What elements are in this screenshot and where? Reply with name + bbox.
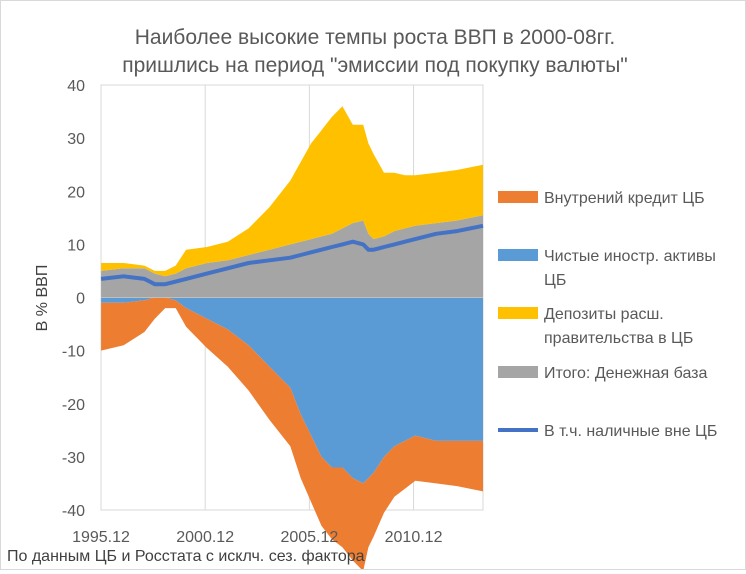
legend-item: Итого: Денежная база — [498, 365, 708, 382]
area-domestic-credit — [101, 297, 483, 572]
legend-swatch — [498, 191, 538, 203]
y-axis-label: В % ВВП — [34, 265, 51, 332]
legend-item: Чистые иностр. активы ЦБ — [498, 248, 716, 289]
area-net-foreign-assets — [101, 297, 483, 484]
y-tick-label: 0 — [76, 291, 85, 308]
y-tick-label: -40 — [62, 503, 85, 520]
y-tick-label: -30 — [62, 450, 85, 467]
legend-swatch — [498, 366, 538, 378]
plot-areas — [101, 106, 483, 572]
legend-swatch — [498, 307, 538, 319]
chart-title-line-2: пришлись на период "эмиссии под покупку … — [122, 54, 628, 77]
legend-item: В т.ч. наличные вне ЦБ — [498, 423, 717, 440]
x-tick-label: 2000.12 — [176, 529, 234, 546]
chart-title: Наиболее высокие темпы роста ВВП в 2000-… — [122, 26, 628, 77]
legend-swatch — [498, 249, 538, 261]
x-tick-label: 2005.12 — [280, 529, 338, 546]
legend-item: Депозиты расш. правительства в ЦБ — [498, 306, 693, 347]
legend-label: В т.ч. наличные вне ЦБ — [544, 423, 717, 440]
legend-label: Депозиты расш. — [544, 306, 664, 323]
y-tick-label: -20 — [62, 397, 85, 414]
y-tick-label: -10 — [62, 344, 85, 361]
y-tick-label: 10 — [67, 237, 85, 254]
legend-item: Внутрений кредит ЦБ — [498, 190, 705, 207]
legend-label: Итого: Денежная база — [544, 365, 708, 382]
y-tick-label: 20 — [67, 184, 85, 201]
axes: 40 30 20 10 0 -10 -20 -30 -40 1995.12 2000.12 2005.… — [62, 78, 483, 546]
y-tick-label: 30 — [67, 131, 85, 148]
legend-label: правительства в ЦБ — [544, 330, 693, 347]
legend-label: ЦБ — [544, 272, 566, 289]
footnote: По данным ЦБ и Росстата с исклч. сез. фа… — [7, 548, 365, 565]
legend-label: Чистые иностр. активы — [544, 248, 716, 265]
x-tick-label: 1995.12 — [72, 529, 130, 546]
y-tick-label: 40 — [67, 78, 85, 95]
legend-label: Внутрений кредит ЦБ — [544, 190, 705, 207]
area-government-deposits — [101, 106, 483, 277]
x-tick-label: 2010.12 — [385, 529, 443, 546]
line-cash-outside-cb — [100, 223, 484, 287]
plot-lines — [100, 223, 484, 287]
legend: Внутрений кредит ЦБ Чистые иностр. активы… — [498, 190, 717, 440]
chart-title-line-1: Наиболее высокие темпы роста ВВП в 2000-… — [135, 26, 616, 49]
